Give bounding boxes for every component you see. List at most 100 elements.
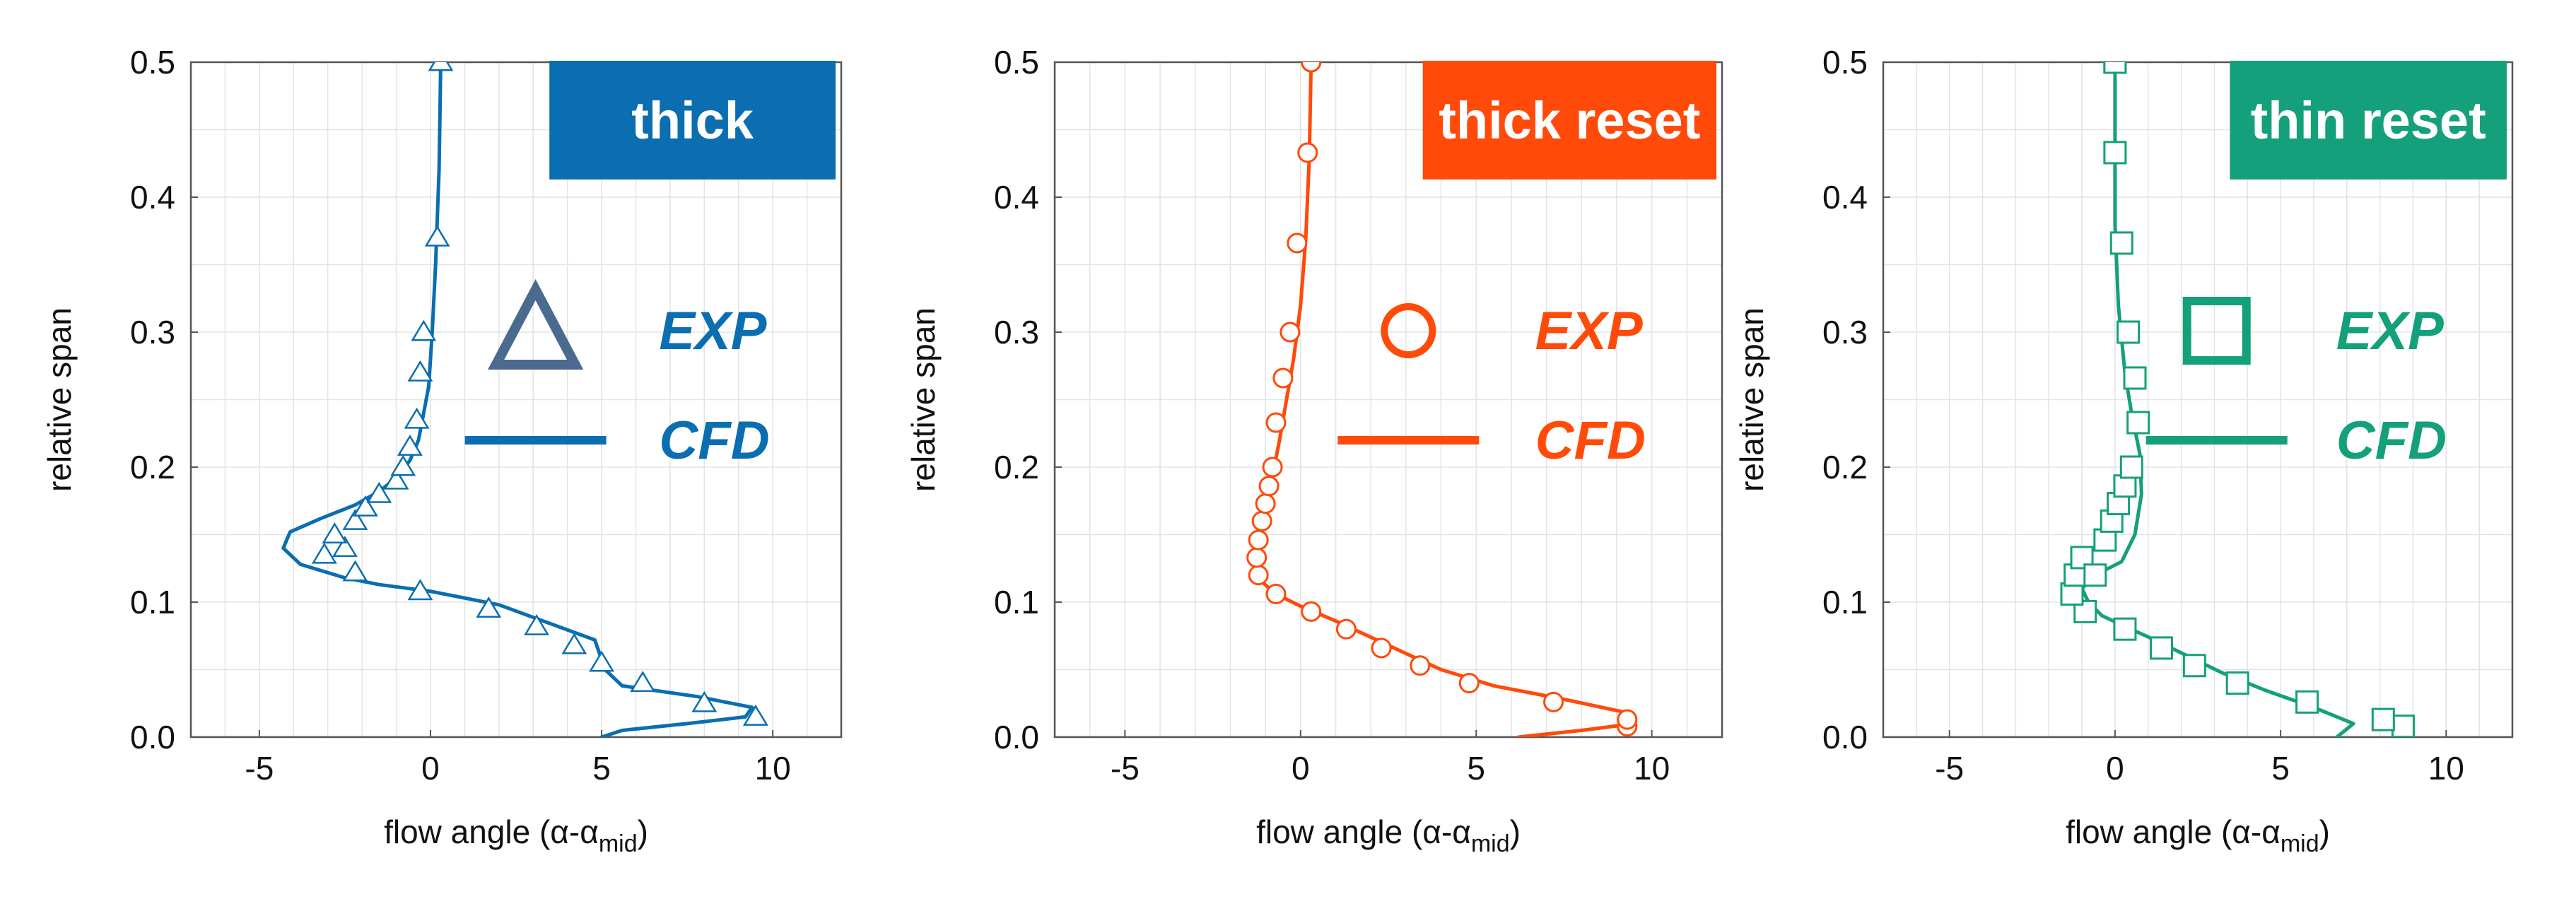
exp-marker [2103, 141, 2127, 165]
exp-marker [407, 579, 433, 601]
legend-cfd-label: CFD [2336, 411, 2447, 471]
exp-marker [2113, 474, 2137, 498]
x-axis-label-main: flow angle (α-α [384, 813, 599, 850]
exp-marker [524, 613, 550, 635]
data-area [1246, 62, 1638, 737]
exp-marker [1301, 601, 1322, 622]
badge-box [2230, 61, 2507, 180]
exp-marker [2113, 617, 2137, 641]
exp-marker [411, 319, 437, 341]
x-axis-label-tail: ) [638, 813, 648, 850]
exp-marker [397, 434, 423, 456]
x-axis-label: flow angle (α-αmid) [2066, 813, 2330, 857]
exp-marker [1617, 709, 1638, 730]
y-tick-label: 0.5 [994, 44, 1039, 81]
exp-marker [2371, 707, 2395, 731]
exp-marker [322, 522, 348, 543]
exp-marker [383, 468, 409, 490]
exp-marker [1297, 142, 1318, 163]
x-axis-label-subscript: mid [599, 830, 638, 857]
y-tick-label: 0.1 [1822, 584, 1868, 620]
x-tick-label: -5 [245, 750, 274, 787]
exp-marker [1246, 547, 1267, 568]
exp-marker [2117, 320, 2141, 344]
x-tick-label: 0 [2106, 750, 2124, 787]
exp-marker [1280, 322, 1301, 343]
exp-marker [1335, 618, 1357, 640]
x-tick-label: 10 [2428, 750, 2464, 787]
legend-exp-marker [2182, 297, 2251, 365]
exp-marker [2391, 714, 2415, 737]
exp-marker [352, 495, 378, 517]
x-tick-label: 10 [755, 750, 791, 787]
exp-marker [428, 62, 454, 71]
y-tick-label: 0.4 [1822, 179, 1868, 216]
x-axis-label: flow angle (α-αmid) [1256, 813, 1521, 857]
badge-label: thick [631, 91, 754, 150]
x-tick-label: 5 [592, 750, 611, 787]
chart-panel-1: -5 0 5 10 0.0 0.1 0.2 0.3 0.4 0.5 flow angle (α-αm… [41, 44, 843, 857]
y-tick-label: 0.2 [1822, 449, 1868, 486]
badge-box [549, 61, 836, 180]
exp-marker [342, 508, 368, 530]
y-tick-label: 0.0 [1822, 719, 1868, 755]
exp-marker [1255, 493, 1276, 514]
cfd-line [281, 62, 754, 737]
y-tick-label: 0.0 [130, 719, 175, 755]
exp-marker [742, 704, 768, 726]
legend: EXP CFD [2145, 297, 2447, 471]
exp-marker [390, 454, 416, 476]
plot-frame [189, 61, 843, 739]
legend: EXP CFD [1337, 301, 1646, 471]
chart-panel-3: -5 0 5 10 0.0 0.1 0.2 0.3 0.4 0.5 flow angle (α-αm… [1733, 44, 2514, 857]
exp-marker [1458, 673, 1480, 694]
legend-exp-label: EXP [1535, 301, 1643, 361]
exp-marker [1265, 412, 1287, 433]
legend-cfd-label: CFD [659, 411, 769, 471]
legend-exp-marker [487, 279, 584, 370]
y-tick-label: 0.1 [130, 584, 175, 620]
exp-marker [691, 690, 718, 712]
y-tick-label: 0.5 [1822, 44, 1868, 81]
exp-marker [1248, 565, 1269, 586]
y-tick-label: 0.2 [130, 449, 175, 486]
exp-marker [1251, 510, 1272, 531]
exp-marker [1287, 233, 1308, 254]
exp-marker [2295, 690, 2319, 714]
legend-cfd-label: CFD [1535, 411, 1646, 471]
y-tick-label: 0.3 [994, 314, 1039, 351]
exp-marker [476, 596, 502, 618]
x-axis-label-tail: ) [1510, 813, 1521, 850]
y-axis-label: relative span [905, 307, 942, 492]
plot-frame [1882, 61, 2514, 739]
x-axis-label-subscript: mid [1471, 830, 1510, 857]
exp-marker [332, 536, 358, 558]
plot-frame [1053, 61, 1723, 739]
y-tick-label: 0.3 [130, 314, 175, 351]
x-axis-label: flow angle (α-αmid) [384, 813, 648, 857]
y-tick-label: 0.0 [994, 719, 1039, 755]
legend-exp-marker [1381, 303, 1436, 358]
exp-marker [404, 407, 430, 429]
y-axis-label: relative span [41, 307, 78, 492]
exp-marker [1265, 584, 1287, 605]
y-tick-label: 0.4 [130, 179, 175, 216]
exp-marker [424, 225, 450, 247]
exp-marker [2083, 563, 2107, 587]
x-tick-label: 10 [1634, 750, 1670, 787]
exp-marker [1371, 637, 1392, 659]
x-axis-label-main: flow angle (α-α [2066, 813, 2281, 850]
exp-marker [2182, 654, 2206, 678]
data-area [281, 62, 768, 737]
x-tick-label: 5 [1467, 750, 1485, 787]
legend: EXP CFD [464, 279, 770, 471]
data-area [2060, 62, 2415, 737]
exp-marker [2123, 366, 2147, 390]
exp-marker [1410, 655, 1431, 676]
exp-marker [2109, 231, 2133, 255]
badge-label: thin reset [2251, 91, 2486, 150]
y-tick-label: 0.2 [994, 449, 1039, 486]
exp-marker [2149, 636, 2173, 660]
x-tick-label: -5 [1935, 750, 1964, 787]
